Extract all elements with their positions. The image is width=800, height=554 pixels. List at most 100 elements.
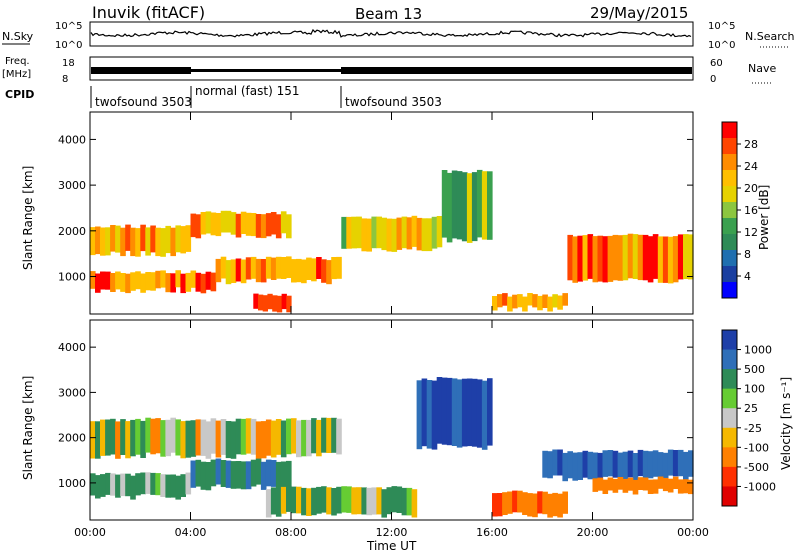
heatmap-cell bbox=[125, 473, 131, 497]
heatmap-cell bbox=[662, 477, 669, 492]
freq-unit-label: [MHz] bbox=[2, 69, 31, 80]
heatmap-cell bbox=[562, 293, 568, 306]
heatmap-cell bbox=[286, 460, 292, 489]
heatmap-cell bbox=[306, 419, 312, 457]
heatmap-cell bbox=[240, 461, 247, 490]
heatmap-cell bbox=[431, 216, 438, 249]
heatmap-cell bbox=[567, 451, 573, 479]
heatmap-cell bbox=[245, 461, 252, 490]
velocity-heatmap bbox=[90, 377, 694, 518]
heatmap-cell bbox=[190, 213, 197, 238]
colorbar-segment bbox=[722, 330, 737, 351]
heatmap-cell bbox=[155, 473, 161, 496]
heatmap-cell bbox=[220, 419, 227, 455]
heatmap-cell bbox=[471, 378, 478, 447]
heatmap-cell bbox=[215, 458, 222, 485]
power-panel: Slant Range [km] 1000 2000 3000 4000 28 24 20… bbox=[21, 111, 771, 315]
heatmap-cell bbox=[250, 459, 257, 487]
heatmap-cell bbox=[456, 379, 463, 448]
heatmap-cell bbox=[361, 218, 367, 252]
heatmap-cell bbox=[155, 227, 161, 257]
heatmap-cell bbox=[421, 218, 428, 252]
heatmap-cell bbox=[411, 489, 418, 518]
colorbar-tick-label: 4 bbox=[744, 270, 751, 283]
heatmap-cell bbox=[361, 487, 367, 515]
heatmap-cell bbox=[180, 474, 186, 497]
heatmap-cell bbox=[180, 226, 186, 254]
heatmap-cell bbox=[627, 450, 634, 478]
heatmap-cell bbox=[250, 256, 257, 279]
heatmap-cell bbox=[512, 490, 518, 513]
heatmap-cell bbox=[291, 486, 297, 514]
colorbar-segment bbox=[722, 408, 737, 429]
colorbar-segment bbox=[722, 122, 737, 139]
heatmap-cell bbox=[110, 273, 116, 292]
heatmap-cell bbox=[316, 257, 322, 279]
cpid-seg-2: normal (fast) 151 bbox=[195, 84, 299, 98]
heatmap-cell bbox=[677, 479, 684, 494]
heatmap-cell bbox=[597, 452, 604, 482]
heatmap-cell bbox=[688, 234, 694, 280]
heatmap-cell bbox=[170, 474, 176, 498]
heatmap-cell bbox=[120, 273, 126, 292]
heatmap-cell bbox=[512, 294, 518, 309]
heatmap-cell bbox=[466, 173, 473, 243]
heatmap-cell bbox=[436, 377, 443, 444]
heatmap-cell bbox=[160, 474, 166, 497]
heatmap-cell bbox=[253, 293, 259, 309]
heatmap-cell bbox=[130, 272, 136, 291]
heatmap-cell bbox=[321, 486, 327, 513]
heatmap-cell bbox=[135, 228, 141, 257]
nave-tick-low: 0 bbox=[710, 74, 716, 85]
heatmap-cell bbox=[150, 418, 156, 455]
heatmap-cell bbox=[346, 216, 352, 249]
heatmap-cell bbox=[371, 487, 377, 515]
colorbar-tick-label: 500 bbox=[744, 363, 765, 376]
colorbar-segment bbox=[722, 349, 737, 370]
heatmap-cell bbox=[270, 257, 277, 280]
heatmap-cell bbox=[416, 217, 423, 251]
heatmap-cell bbox=[326, 417, 332, 453]
heatmap-cell bbox=[95, 421, 101, 459]
heatmap-cell bbox=[210, 418, 217, 454]
colorbar-tick-label: 28 bbox=[744, 138, 758, 151]
heatmap-cell bbox=[652, 479, 659, 494]
colorbar-segment bbox=[722, 154, 737, 171]
heatmap-cell bbox=[497, 294, 503, 308]
heatmap-cell bbox=[311, 487, 317, 516]
nave-tick-high: 60 bbox=[710, 58, 723, 69]
heatmap-cell bbox=[471, 172, 478, 242]
heatmap-cell bbox=[115, 474, 121, 498]
colorbar-segment bbox=[722, 186, 737, 203]
heatmap-cell bbox=[386, 218, 393, 252]
heatmap-cell bbox=[336, 486, 342, 514]
heatmap-cell bbox=[260, 461, 267, 490]
heatmap-cell bbox=[286, 485, 292, 512]
cpid-row: CPID twofsound 3503 normal (fast) 151 tw… bbox=[5, 84, 442, 109]
heatmap-cell bbox=[262, 295, 268, 312]
heatmap-cell bbox=[240, 211, 247, 234]
heatmap-cell bbox=[190, 270, 197, 288]
heatmap-cell bbox=[306, 257, 312, 280]
heatmap-cell bbox=[441, 170, 448, 238]
nsearch-label: N.Search bbox=[745, 30, 795, 43]
heatmap-cell bbox=[185, 225, 192, 252]
heatmap-cell bbox=[688, 450, 694, 477]
heatmap-cell bbox=[275, 214, 282, 239]
heatmap-cell bbox=[301, 259, 307, 284]
heatmap-cell bbox=[622, 451, 629, 480]
heatmap-cell bbox=[281, 293, 287, 310]
heatmap-cell bbox=[592, 452, 599, 481]
heatmap-cell bbox=[115, 271, 121, 290]
heatmap-cell bbox=[265, 256, 272, 279]
heatmap-cell bbox=[331, 488, 337, 516]
heatmap-cell bbox=[267, 293, 273, 310]
heatmap-cell bbox=[517, 490, 523, 513]
heatmap-cell bbox=[557, 449, 563, 476]
colorbar-tick-label: 100 bbox=[744, 383, 765, 396]
heatmap-cell bbox=[270, 212, 277, 235]
heatmap-cell bbox=[522, 296, 528, 312]
heatmap-cell bbox=[461, 172, 468, 242]
nsky-tick-high: 10^5 bbox=[55, 21, 82, 32]
station-title: Inuvik (fitACF) bbox=[92, 3, 205, 22]
